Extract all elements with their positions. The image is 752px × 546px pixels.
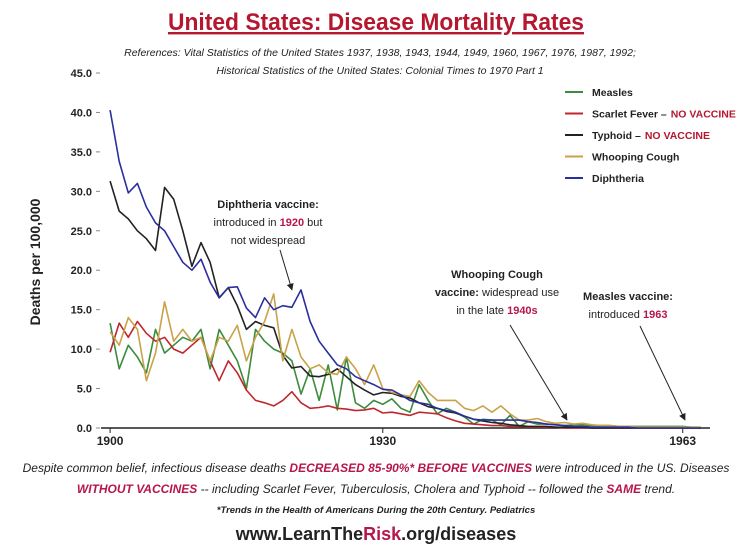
footer: WITHOUT VACCINES -- including Scarlet Fe… bbox=[77, 482, 675, 496]
chart-title: United States: Disease Mortality Rates bbox=[168, 9, 584, 36]
annotation: Measles vaccine: bbox=[583, 291, 673, 303]
arrow bbox=[509, 324, 568, 421]
legend-label: Typhoid – NO VACCINE bbox=[592, 130, 710, 142]
annotation-part: Diphtheria vaccine: bbox=[217, 199, 318, 211]
annotation-part: 1963 bbox=[643, 309, 667, 321]
annotation-part: 1940s bbox=[507, 305, 538, 317]
legend-name: Measles bbox=[592, 87, 633, 99]
annotation-part: introduced bbox=[589, 309, 643, 321]
annotation-part: Measles vaccine: bbox=[583, 291, 673, 303]
x-tick-label: 1930 bbox=[369, 434, 396, 448]
legend-label: Scarlet Fever – NO VACCINE bbox=[592, 109, 736, 121]
url-part: .org/diseases bbox=[401, 524, 516, 544]
x-tick-label: 1963 bbox=[669, 434, 696, 448]
annotation-part: Whooping Cough bbox=[451, 269, 543, 281]
annotation: Diphtheria vaccine: bbox=[217, 199, 318, 211]
url-part: www.LearnThe bbox=[235, 524, 363, 544]
legend-label: Diphtheria bbox=[592, 173, 644, 185]
x-tick-label: 1900 bbox=[97, 434, 124, 448]
annotation-part: but bbox=[304, 217, 322, 229]
footer-part: trend. bbox=[641, 482, 675, 496]
y-axis-label: Deaths per 100,000 bbox=[27, 198, 43, 325]
footer-part: SAME bbox=[606, 482, 642, 496]
legend-label: Whooping Cough bbox=[592, 152, 679, 164]
y-tick-label: 40.0 bbox=[71, 107, 92, 119]
y-tick-label: 5.0 bbox=[77, 384, 92, 396]
footer-part: WITHOUT VACCINES bbox=[77, 482, 197, 496]
y-tick-label: 35.0 bbox=[71, 147, 92, 159]
legend-name: Whooping Cough bbox=[592, 152, 679, 164]
footer-part: DECREASED 85-90%* bbox=[289, 461, 415, 475]
footer-part: -- including Scarlet Fever, Tuberculosis… bbox=[197, 482, 606, 496]
annotation-part: widespread use bbox=[479, 287, 559, 299]
y-tick-label: 10.0 bbox=[71, 344, 92, 356]
annotation-part: in the late bbox=[456, 305, 507, 317]
footer-part: were introduced in the US. Diseases bbox=[532, 461, 729, 475]
legend-name: Scarlet Fever – bbox=[592, 109, 667, 121]
annotation: Whooping Cough bbox=[451, 269, 543, 281]
y-tick-label: 15.0 bbox=[71, 305, 92, 317]
arrow bbox=[279, 249, 294, 291]
legend-label: Measles bbox=[592, 87, 633, 99]
y-tick-label: 45.0 bbox=[71, 68, 92, 80]
legend-name: Typhoid – bbox=[592, 130, 641, 142]
y-tick-label: 20.0 bbox=[71, 265, 92, 277]
y-tick-label: 30.0 bbox=[71, 186, 92, 198]
series-line bbox=[109, 180, 701, 429]
footnote: *Trends in the Health of Americans Durin… bbox=[217, 505, 536, 516]
annotation: in the late 1940s bbox=[456, 305, 537, 317]
reference: References: Vital Statistics of the Unit… bbox=[124, 47, 636, 59]
annotation-part: not widespread bbox=[231, 235, 306, 247]
annotation: introduced 1963 bbox=[589, 309, 668, 321]
annotation: vaccine: widespread use bbox=[435, 287, 559, 299]
series-line bbox=[109, 109, 701, 429]
annotation: not widespread bbox=[231, 235, 306, 247]
reference: Historical Statistics of the United Stat… bbox=[216, 65, 543, 77]
footer-part: Despite common belief, infectious diseas… bbox=[23, 461, 290, 475]
url: www.LearnTheRisk.org/diseases bbox=[235, 524, 516, 544]
annotation-part: vaccine: bbox=[435, 287, 479, 299]
arrow bbox=[639, 325, 686, 421]
url-part: Risk bbox=[363, 524, 402, 544]
y-tick-label: 0.0 bbox=[77, 423, 92, 435]
annotation: introduced in 1920 but bbox=[214, 217, 323, 229]
footer: Despite common belief, infectious diseas… bbox=[23, 461, 730, 475]
series-line bbox=[109, 293, 701, 428]
annotation-part: introduced in bbox=[214, 217, 280, 229]
legend-name: Diphtheria bbox=[592, 173, 644, 185]
legend-note: NO VACCINE bbox=[645, 130, 710, 142]
legend-note: NO VACCINE bbox=[671, 109, 736, 121]
y-tick-label: 25.0 bbox=[71, 226, 92, 238]
annotation-part: 1920 bbox=[280, 217, 304, 229]
footer-part: BEFORE VACCINES bbox=[417, 461, 531, 475]
